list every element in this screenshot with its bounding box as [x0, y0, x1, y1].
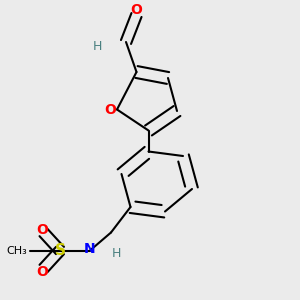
- Text: O: O: [104, 103, 116, 116]
- Text: O: O: [36, 265, 48, 278]
- Text: H: H: [112, 247, 121, 260]
- Text: CH₃: CH₃: [6, 245, 27, 256]
- Text: O: O: [36, 223, 48, 236]
- Text: H: H: [93, 40, 102, 53]
- Text: N: N: [84, 242, 96, 256]
- Text: S: S: [55, 243, 65, 258]
- Text: O: O: [130, 4, 142, 17]
